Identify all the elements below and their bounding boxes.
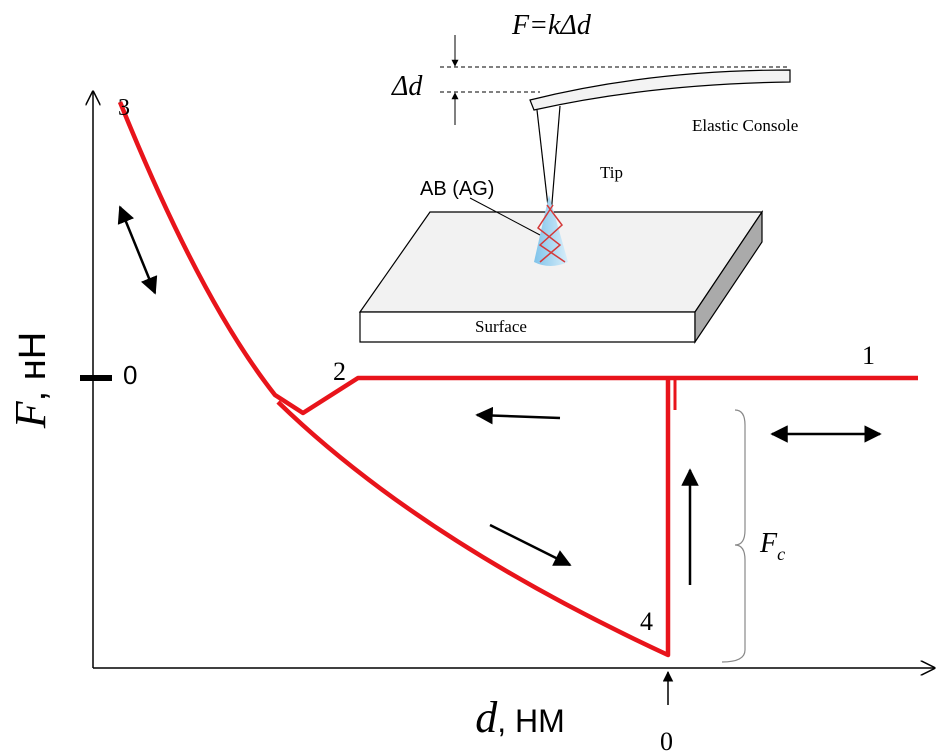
axes	[80, 92, 934, 705]
force-label: Fc	[759, 528, 785, 564]
point-1: 1	[862, 341, 875, 370]
deflection-label: Δd	[391, 71, 423, 102]
point-2: 2	[333, 357, 346, 386]
y-axis-label: F, нН	[6, 332, 55, 429]
cantilever	[530, 70, 790, 215]
diagram: 0 0 F, нН d, НМ Surface F=kΔd Δd Elastic…	[0, 0, 938, 756]
force-brace	[722, 410, 745, 662]
console-label: Elastic Console	[692, 116, 798, 135]
x-zero: 0	[660, 727, 673, 756]
x-axis-label: d, НМ	[475, 693, 565, 742]
y-unit: , нН	[12, 332, 54, 402]
formula: F=kΔd	[511, 10, 592, 41]
point-3: 3	[118, 95, 130, 121]
point-4: 4	[640, 607, 653, 636]
surface-label: Surface	[475, 317, 527, 336]
x-unit: , НМ	[497, 703, 565, 739]
tip-material-label: AB (AG)	[420, 178, 494, 200]
x-symbol: d	[475, 693, 498, 742]
y-symbol: F	[6, 400, 55, 429]
force-subscript: c	[777, 544, 785, 564]
tip-label: Tip	[600, 163, 623, 182]
surface-slab	[360, 212, 762, 342]
y-zero: 0	[123, 360, 137, 390]
force-curve	[120, 102, 918, 655]
force-symbol: F	[759, 528, 778, 559]
